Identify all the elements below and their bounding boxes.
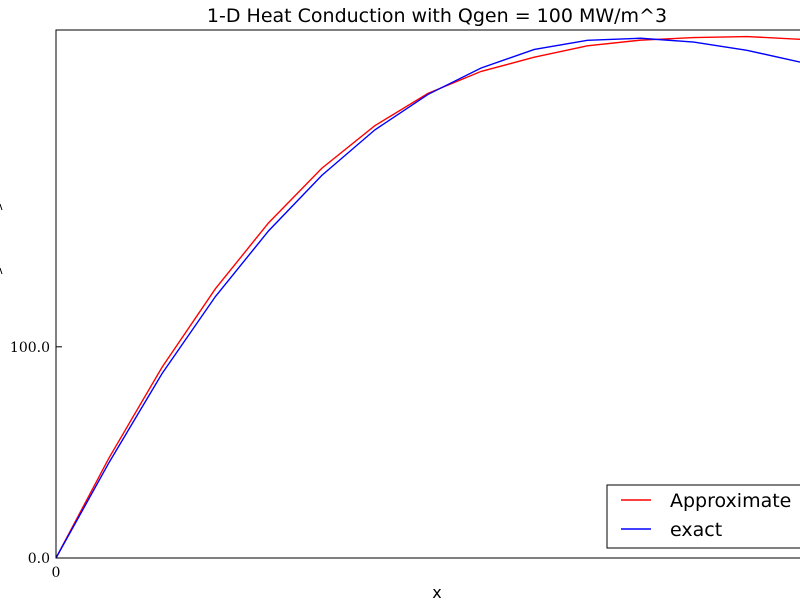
y-tick-label: 0.0 bbox=[28, 551, 50, 567]
legend-label-exact: exact bbox=[670, 519, 722, 541]
legend-label-approximate: Approximate bbox=[670, 490, 791, 512]
x-axis-label: x bbox=[432, 583, 441, 600]
chart-title: 1-D Heat Conduction with Qgen = 100 MW/m… bbox=[207, 5, 667, 27]
y-tick-label: 100.0 bbox=[10, 340, 50, 356]
legend: Approximate exact bbox=[606, 484, 800, 549]
x-tick-label: 0 bbox=[52, 565, 61, 581]
series-line-exact bbox=[56, 37, 800, 558]
left-edge-marks bbox=[0, 203, 3, 275]
legend-frame bbox=[606, 484, 800, 549]
series-line-approximate bbox=[56, 35, 800, 558]
plot-area-frame bbox=[55, 29, 800, 559]
